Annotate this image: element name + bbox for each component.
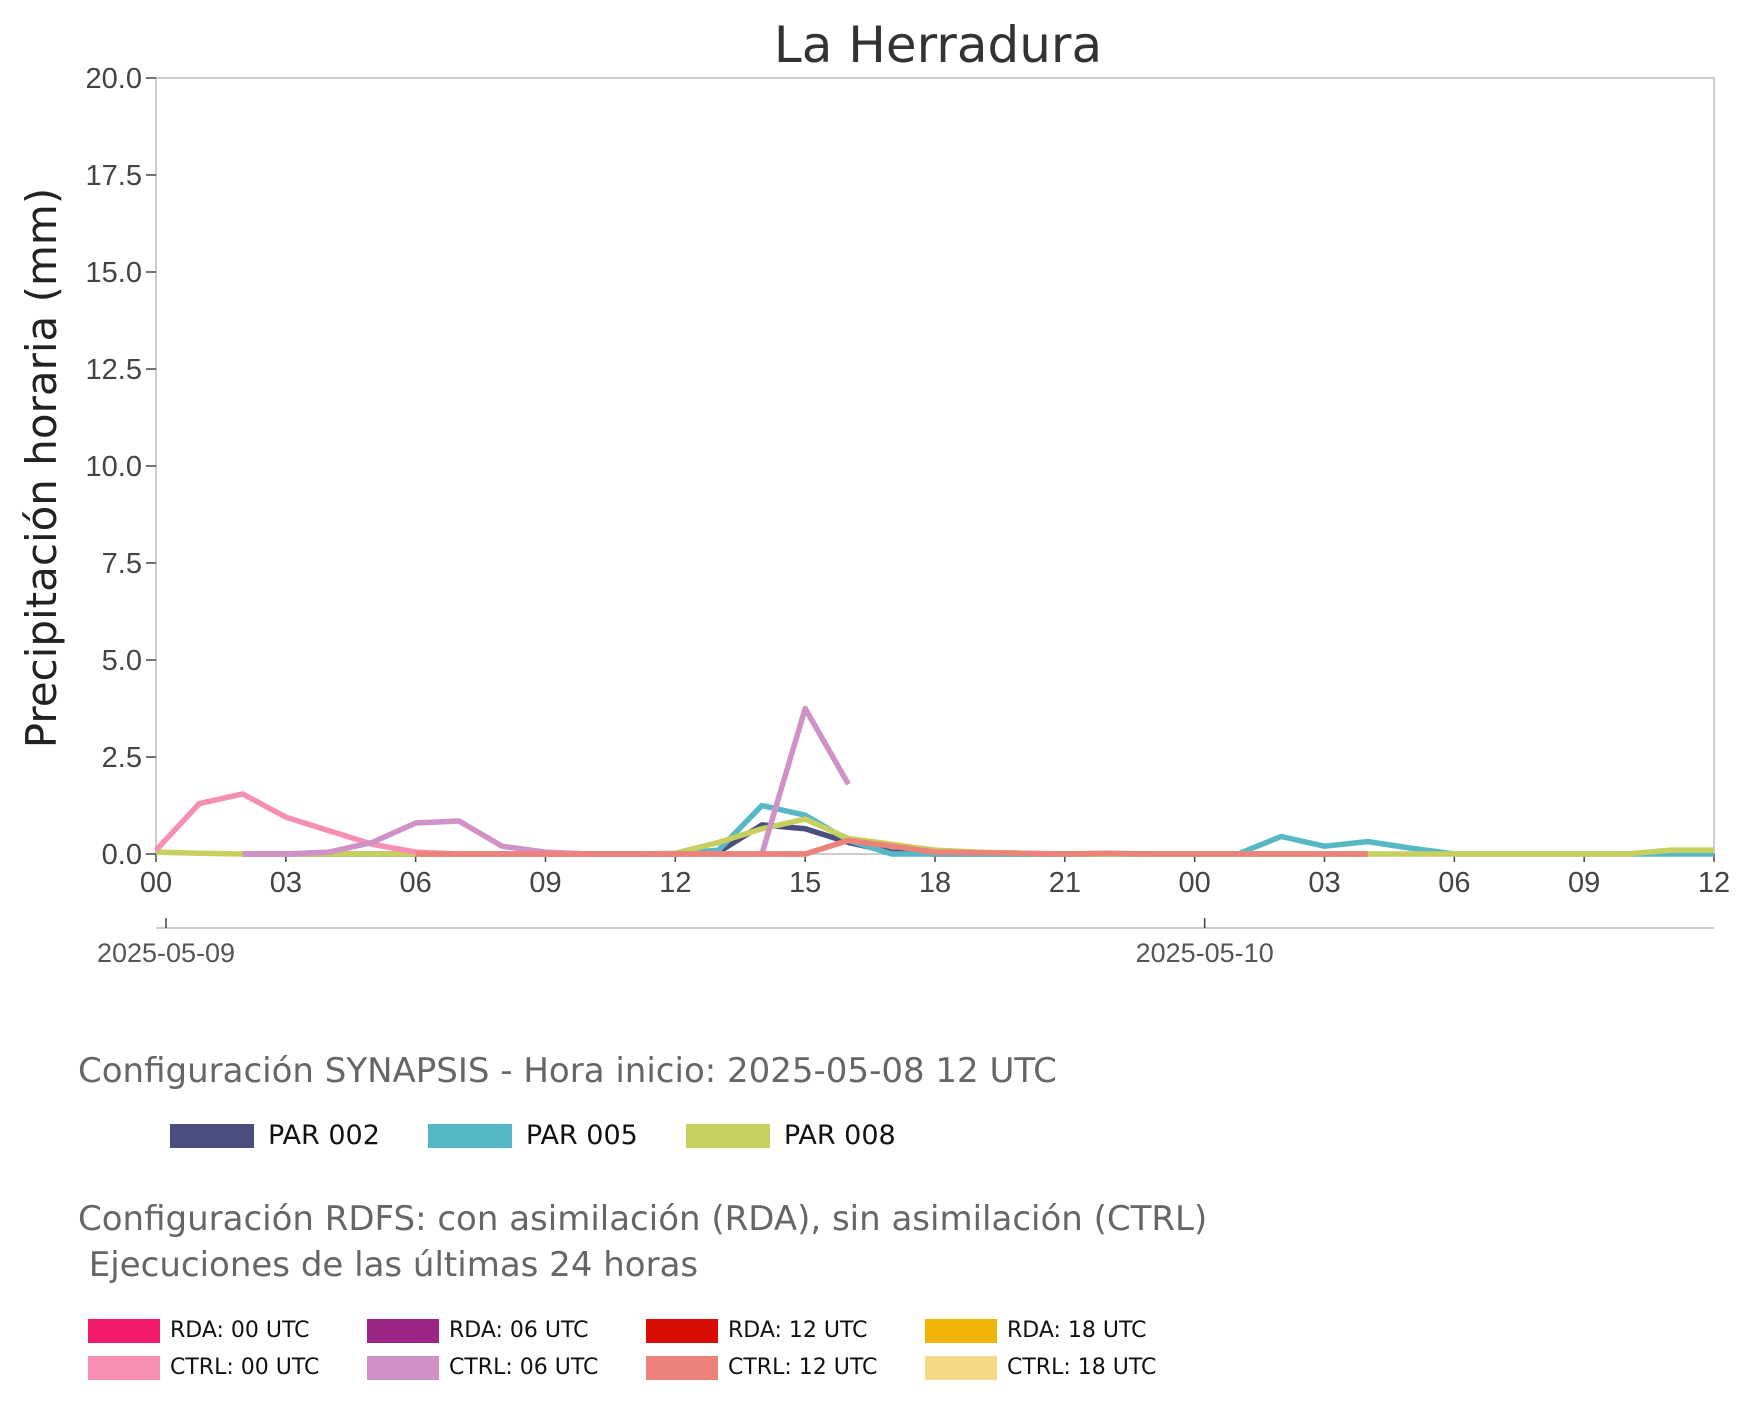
rdfs-legend-item: CTRL: 18 UTC	[925, 1355, 1204, 1380]
rdfs-legend-item: RDA: 18 UTC	[925, 1318, 1204, 1343]
legend-label: RDA: 12 UTC	[728, 1318, 868, 1343]
y-tick-label: 12.5	[86, 354, 142, 386]
x-tick-label: 09	[1568, 867, 1600, 899]
legend-label: PAR 008	[783, 1120, 896, 1151]
legend-label: CTRL: 00 UTC	[170, 1355, 320, 1380]
y-axis: 0.0 2.5 5.0 7.5 10.0 12.5 15.0 17.5 20.0	[86, 63, 156, 871]
rdfs-legend-item: RDA: 00 UTC	[88, 1318, 367, 1343]
y-tick-label: 2.5	[102, 742, 142, 774]
rdfs-legend-item: CTRL: 06 UTC	[367, 1355, 646, 1380]
legend-label: PAR 002	[268, 1120, 380, 1151]
legend-swatch	[925, 1355, 997, 1380]
x-tick-label: 12	[1698, 867, 1730, 899]
legend-swatch	[925, 1318, 997, 1343]
rdfs-legend-item: CTRL: 00 UTC	[88, 1355, 367, 1380]
rdfs-legend-item: RDA: 12 UTC	[646, 1318, 925, 1343]
x-tick-label: 15	[789, 867, 821, 899]
synapsis-legend: PAR 002 PAR 005 PAR 008	[170, 1120, 944, 1151]
y-tick-label: 10.0	[86, 451, 142, 483]
legend-label: RDA: 06 UTC	[449, 1318, 589, 1343]
y-axis-label: Precipitación horaria (mm)	[17, 188, 66, 748]
x-axis: 00 03 06 09 12 15 18 21 00 03 06 09 12	[140, 854, 1730, 899]
x-tick-label: 00	[140, 867, 172, 899]
x-tick-label: 03	[270, 867, 302, 899]
legend-label: CTRL: 18 UTC	[1007, 1355, 1157, 1380]
precipitation-chart: La Herradura Precipitación horaria (mm) …	[17, 16, 1730, 968]
legend-swatch	[88, 1355, 160, 1380]
legend-label: CTRL: 12 UTC	[728, 1355, 878, 1380]
rdfs-title: Configuración RDFS: con asimilación (RDA…	[78, 1199, 1208, 1285]
y-tick-label: 5.0	[102, 645, 142, 677]
legend-label: RDA: 18 UTC	[1007, 1318, 1147, 1343]
x-tick-label: 06	[400, 867, 432, 899]
y-tick-label: 20.0	[86, 63, 142, 95]
date-axis: 2025-05-09 2025-05-10	[97, 918, 1274, 968]
x-tick-label: 18	[919, 867, 951, 899]
legend-swatch	[646, 1318, 718, 1343]
date-label: 2025-05-10	[1136, 938, 1274, 968]
legend-swatch	[170, 1123, 254, 1148]
y-tick-label: 0.0	[102, 839, 142, 871]
legend-swatch	[685, 1123, 770, 1148]
rdfs-legend-item: CTRL: 12 UTC	[646, 1355, 925, 1380]
legend-swatch	[367, 1318, 439, 1343]
x-tick-label: 21	[1049, 867, 1081, 899]
plot-frame	[155, 77, 1715, 855]
x-tick-label: 12	[659, 867, 691, 899]
rdfs-legend: RDA: 00 UTC RDA: 06 UTC RDA: 12 UTC RDA: 18…	[88, 1318, 1204, 1380]
date-label: 2025-05-09	[97, 938, 235, 968]
legend-swatch	[367, 1355, 439, 1380]
y-tick-label: 7.5	[102, 548, 142, 580]
x-tick-label: 00	[1179, 867, 1211, 899]
x-tick-label: 06	[1438, 867, 1470, 899]
y-tick-label: 17.5	[86, 160, 142, 192]
legend-label: RDA: 00 UTC	[170, 1318, 310, 1343]
legend-swatch	[646, 1355, 718, 1380]
series-line-5	[415, 837, 1368, 857]
series-lines	[153, 705, 1714, 857]
y-tick-label: 15.0	[86, 257, 142, 289]
synapsis-legend-item: PAR 005	[427, 1120, 638, 1151]
legend-label: CTRL: 06 UTC	[449, 1355, 599, 1380]
legend-swatch	[88, 1318, 160, 1343]
legend-label: PAR 005	[525, 1120, 638, 1151]
synapsis-legend-item: PAR 002	[170, 1120, 380, 1151]
synapsis-title: Configuración SYNAPSIS - Hora inicio: 20…	[78, 1051, 1057, 1091]
rdfs-legend-item: RDA: 06 UTC	[367, 1318, 646, 1343]
chart-title: La Herradura	[774, 16, 1102, 74]
x-tick-label: 09	[529, 867, 561, 899]
legend-swatch	[427, 1123, 512, 1148]
synapsis-legend-item: PAR 008	[685, 1120, 896, 1151]
x-tick-label: 03	[1308, 867, 1340, 899]
